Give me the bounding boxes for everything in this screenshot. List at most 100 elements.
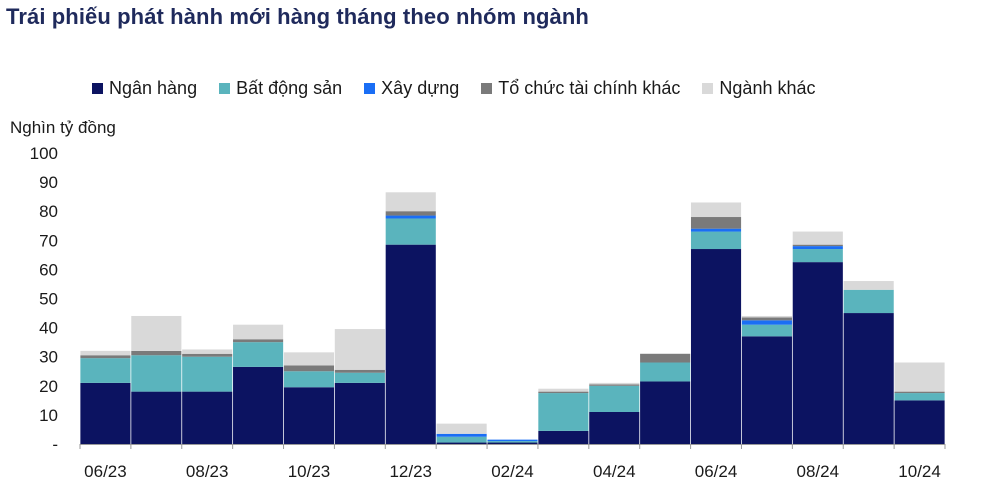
bar-segment-bat-dong-san-12-23 <box>385 218 436 245</box>
legend-label-xay-dung: Xây dựng <box>381 78 460 98</box>
y-tick-label: 60 <box>39 260 58 279</box>
y-tick-label: 70 <box>39 231 58 250</box>
x-tick-labels: 06/23 08/23 10/23 12/23 02/24 04/24 06/24 08/24… <box>84 462 941 481</box>
bar-segment-nganh-khac-01-24 <box>436 423 487 434</box>
bar-segment-ngan-hang-07-23 <box>131 391 182 444</box>
bar-segment-bat-dong-san-02-24 <box>487 441 538 443</box>
legend-item-nganh-khac: Ngành khác <box>702 78 816 99</box>
bar-segment-nganh-khac-06-24 <box>690 202 742 218</box>
bar-segment-to-chuc-tai-chinh-khac-04-24 <box>589 384 640 386</box>
bar-segment-nganh-khac-09-23 <box>233 324 284 340</box>
bar-segment-bat-dong-san-07-23 <box>131 355 182 392</box>
bar-segment-xay-dung-08-24 <box>792 246 843 250</box>
bar-segment-bat-dong-san-09-24 <box>843 289 894 314</box>
bar-segment-nganh-khac-10-23 <box>283 352 335 366</box>
bar-segment-xay-dung-06-24 <box>690 228 742 232</box>
x-tick-label: 02/24 <box>491 462 534 481</box>
bar-segment-xay-dung-01-24 <box>436 433 487 437</box>
x-tick-label: 12/23 <box>389 462 432 481</box>
bar-segment-nganh-khac-11-23 <box>334 329 385 370</box>
bar-segment-bat-dong-san-08-23 <box>182 356 233 392</box>
bar-segment-nganh-khac-04-24 <box>589 382 640 385</box>
bar-segment-nganh-khac-03-24 <box>538 388 589 392</box>
y-axis-unit-label: Nghìn tỷ đồng <box>10 118 116 137</box>
bar-segment-nganh-khac-07-23 <box>131 315 182 351</box>
bar-segment-ngan-hang-09-24 <box>843 313 894 444</box>
bar-segment-ngan-hang-10-24 <box>894 400 945 444</box>
bar-segment-ngan-hang-02-24 <box>487 442 538 444</box>
bar-segment-nganh-khac-08-23 <box>182 349 233 354</box>
bar-segment-to-chuc-tai-chinh-khac-11-23 <box>334 369 385 373</box>
bars-group <box>80 192 945 445</box>
legend-label-to-chuc-tai-chinh-khac: Tổ chức tài chính khác <box>498 78 681 98</box>
bar-segment-bat-dong-san-08-24 <box>792 249 843 263</box>
bar-segment-bat-dong-san-06-23 <box>80 358 131 383</box>
chart-title: Trái phiếu phát hành mới hàng tháng theo… <box>6 4 589 29</box>
bar-segment-bat-dong-san-05-24 <box>640 362 691 382</box>
bar-segment-to-chuc-tai-chinh-khac-07-23 <box>131 350 182 356</box>
y-tick-label: 40 <box>39 319 58 338</box>
bar-segment-bat-dong-san-03-24 <box>538 393 589 431</box>
bar-segment-bat-dong-san-09-23 <box>233 342 284 367</box>
legend-swatch-ngan-hang <box>92 83 103 94</box>
bar-segment-bat-dong-san-01-24 <box>436 436 487 443</box>
legend-swatch-to-chuc-tai-chinh-khac <box>481 83 493 94</box>
x-tick-label: 10/23 <box>288 462 331 481</box>
legend-item-to-chuc-tai-chinh-khac: Tổ chức tài chính khác <box>481 78 680 99</box>
y-tick-label: 50 <box>39 290 58 309</box>
bar-segment-xay-dung-02-24 <box>487 439 538 442</box>
bar-segment-bat-dong-san-07-24 <box>741 324 792 337</box>
bar-segment-ngan-hang-11-23 <box>334 382 385 444</box>
y-tick-label: - <box>52 435 58 454</box>
bar-segment-ngan-hang-09-23 <box>233 366 284 444</box>
y-tick-label: 30 <box>39 348 58 367</box>
bar-segment-ngan-hang-08-24 <box>792 262 843 445</box>
chart-legend: Ngân hàng Bất động sản Xây dựng Tổ chức … <box>92 78 838 99</box>
bar-segment-bat-dong-san-04-24 <box>589 385 640 412</box>
legend-item-ngan-hang: Ngân hàng <box>92 78 197 99</box>
x-tick-label: 10/24 <box>898 462 941 481</box>
bar-segment-bat-dong-san-10-23 <box>283 371 335 388</box>
bar-segment-bat-dong-san-10-24 <box>894 393 945 401</box>
bar-segment-to-chuc-tai-chinh-khac-07-24 <box>741 317 792 321</box>
bar-segment-nganh-khac-07-24 <box>741 315 792 318</box>
bar-segment-ngan-hang-01-24 <box>436 442 487 444</box>
bar-segment-to-chuc-tai-chinh-khac-06-23 <box>80 355 131 359</box>
bar-segment-to-chuc-tai-chinh-khac-12-23 <box>385 211 436 216</box>
bar-segment-ngan-hang-08-23 <box>182 391 233 444</box>
y-tick-label: 80 <box>39 202 58 221</box>
x-tick-label: 08/23 <box>186 462 229 481</box>
bar-segment-ngan-hang-03-24 <box>538 430 589 444</box>
x-tick-label: 08/24 <box>797 462 840 481</box>
y-tick-label: 10 <box>39 406 58 425</box>
bar-segment-to-chuc-tai-chinh-khac-08-23 <box>182 353 233 357</box>
bar-segment-ngan-hang-04-24 <box>589 411 640 444</box>
bar-segment-xay-dung-12-23 <box>385 215 436 219</box>
bar-segment-nganh-khac-09-24 <box>843 281 894 290</box>
y-tick-label: 100 <box>30 144 58 163</box>
bar-segment-ngan-hang-07-24 <box>741 336 792 444</box>
legend-item-xay-dung: Xây dựng <box>364 78 459 99</box>
legend-label-bat-dong-san: Bất động sản <box>236 78 343 98</box>
bar-segment-bat-dong-san-06-24 <box>690 231 742 250</box>
bar-segment-ngan-hang-06-23 <box>80 382 131 444</box>
x-tick-label: 06/23 <box>84 462 127 481</box>
bar-segment-to-chuc-tai-chinh-khac-09-23 <box>233 339 284 343</box>
bar-segment-to-chuc-tai-chinh-khac-03-24 <box>538 391 589 394</box>
bar-segment-ngan-hang-05-24 <box>640 381 691 444</box>
x-tick-label: 04/24 <box>593 462 636 481</box>
y-tick-labels: - 10 20 30 40 50 60 70 80 90 100 <box>30 144 58 454</box>
bar-segment-to-chuc-tai-chinh-khac-10-24 <box>894 391 945 394</box>
bar-segment-to-chuc-tai-chinh-khac-08-24 <box>792 244 843 247</box>
y-tick-label: 90 <box>39 173 58 192</box>
legend-label-ngan-hang: Ngân hàng <box>109 78 198 98</box>
bar-segment-ngan-hang-12-23 <box>385 244 436 444</box>
x-tick-marks <box>79 444 946 449</box>
bar-segment-nganh-khac-12-23 <box>385 192 436 212</box>
bar-segment-to-chuc-tai-chinh-khac-10-23 <box>283 365 335 372</box>
bar-segment-ngan-hang-06-24 <box>690 249 742 444</box>
bar-segment-xay-dung-07-24 <box>741 320 792 325</box>
bar-segment-nganh-khac-10-24 <box>894 362 945 392</box>
bar-segment-to-chuc-tai-chinh-khac-06-24 <box>690 217 742 229</box>
